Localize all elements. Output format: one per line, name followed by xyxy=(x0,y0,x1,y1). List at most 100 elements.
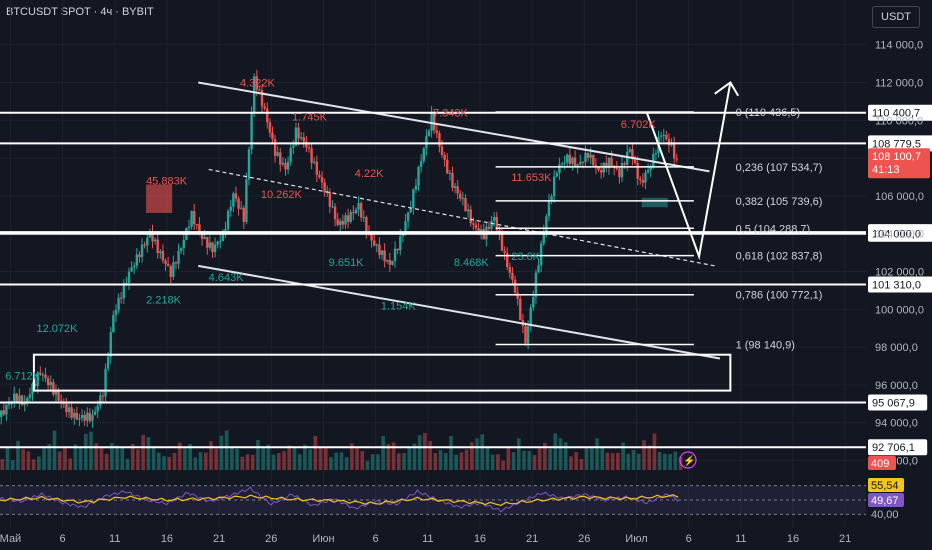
candle-body xyxy=(276,152,279,156)
volume-bar xyxy=(673,451,678,470)
x-tick-label: 6 xyxy=(60,533,66,545)
volume-bar xyxy=(365,461,370,470)
volume-bar xyxy=(501,460,505,470)
candle-body xyxy=(672,142,676,159)
volume-bar xyxy=(516,438,521,470)
candle-body xyxy=(558,164,561,174)
candle-body xyxy=(242,207,245,222)
candle-body xyxy=(636,162,639,179)
x-tick-label: 6 xyxy=(686,533,692,545)
candle-body xyxy=(639,178,642,181)
level-tag xyxy=(868,276,932,293)
candle-body xyxy=(49,381,52,386)
candle-body xyxy=(378,244,381,255)
volume-bar xyxy=(282,451,286,470)
candle-body xyxy=(380,250,384,255)
candle-body xyxy=(605,162,608,169)
candle-body xyxy=(294,127,298,146)
volume-bar xyxy=(386,443,391,470)
volume-bar xyxy=(256,440,260,470)
volume-bar xyxy=(5,448,10,470)
volume-bar xyxy=(130,444,135,470)
candle-body xyxy=(2,410,6,415)
candle-body xyxy=(7,404,11,406)
volume-bar xyxy=(78,447,83,470)
volume-bar xyxy=(73,444,78,470)
candle-body xyxy=(195,224,199,226)
level-label: 110 400,7 xyxy=(872,108,920,120)
candle-body xyxy=(566,154,569,163)
projection-arrow-head xyxy=(714,81,740,97)
candle-body xyxy=(307,147,311,149)
volume-bar xyxy=(245,454,250,470)
candle-body xyxy=(36,373,39,387)
candle-body xyxy=(54,391,58,395)
candle-body xyxy=(459,193,462,199)
y-tick-label: 114 000,0 xyxy=(875,40,923,52)
volume-bar xyxy=(297,454,302,470)
candle-body xyxy=(78,418,81,420)
y-tick-label: 96 000,0 xyxy=(875,380,918,392)
candle-body xyxy=(532,296,535,308)
currency-button[interactable]: USDT xyxy=(872,6,920,28)
fib-label: 0,382 (105 739,6) xyxy=(736,196,823,208)
candle-body xyxy=(127,271,131,283)
y-tick-label: 112 000,0 xyxy=(875,77,923,89)
current-price-tag xyxy=(868,148,930,179)
volume-bar xyxy=(652,433,657,470)
volume-bar xyxy=(668,453,672,470)
volume-bar xyxy=(47,444,52,470)
volume-bar xyxy=(31,459,36,470)
volume-annotation: 2.218K xyxy=(146,295,182,307)
candle-body xyxy=(529,307,532,327)
candle-body xyxy=(443,154,446,160)
volume-bar xyxy=(318,446,323,470)
level-label: 92 706,1 xyxy=(872,442,915,454)
volume-bar xyxy=(553,433,558,470)
candle-body xyxy=(388,260,392,265)
x-tick-label: 21 xyxy=(213,533,225,545)
candle-body xyxy=(286,161,290,170)
candle-body xyxy=(216,241,219,245)
volume-bar xyxy=(381,436,385,470)
demand-zone xyxy=(641,197,668,208)
x-tick-label: Май xyxy=(0,533,21,545)
level-label: 108 779,5 xyxy=(872,138,921,150)
x-tick-label: 26 xyxy=(265,533,277,545)
volume-bar xyxy=(485,447,490,470)
candle-body xyxy=(153,239,157,242)
volume-bar xyxy=(522,450,526,470)
candle-body xyxy=(568,154,572,164)
candle-body xyxy=(633,157,637,163)
candle-body xyxy=(438,132,441,147)
candle-body xyxy=(226,210,230,229)
volume-annotation: 10.262K xyxy=(261,189,303,201)
candle-body xyxy=(594,165,598,167)
y-tick-label: 94 000,0 xyxy=(875,418,918,430)
candle-body xyxy=(193,211,196,225)
volume-bar xyxy=(459,452,464,470)
candle-body xyxy=(328,191,332,207)
candle-body xyxy=(464,198,467,212)
volume-bar xyxy=(57,451,62,470)
candle-body xyxy=(177,250,180,264)
volume-bar xyxy=(172,452,177,470)
candle-body xyxy=(409,207,412,213)
candle-body xyxy=(646,170,650,173)
volume-bar xyxy=(167,456,172,470)
volume-bar xyxy=(438,450,443,470)
grid xyxy=(0,0,866,528)
volume-bar xyxy=(506,448,511,470)
candle-body xyxy=(67,407,71,413)
candle-body xyxy=(190,211,193,227)
candle-body xyxy=(46,378,50,386)
y-tick-label: 100 000,0 xyxy=(875,304,924,316)
candle-body xyxy=(122,283,125,299)
candle-body xyxy=(511,272,514,280)
volume-annotation: 4.22K xyxy=(355,168,384,180)
alert-lightning-icon: ⚡ xyxy=(679,451,697,469)
candle-body xyxy=(375,244,379,246)
volume-bar xyxy=(125,458,130,470)
volume-series xyxy=(0,430,683,470)
